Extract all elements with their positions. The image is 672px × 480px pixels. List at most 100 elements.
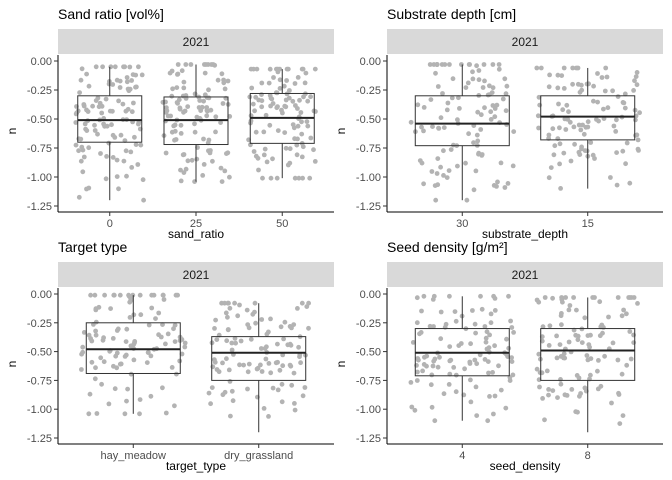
data-point <box>627 180 633 186</box>
y-tick-label: -0.25 <box>27 85 52 97</box>
data-point <box>434 171 440 176</box>
data-point <box>277 86 283 91</box>
data-point <box>602 88 608 94</box>
data-point <box>448 147 454 153</box>
data-point <box>303 70 309 76</box>
data-point <box>551 152 557 158</box>
data-point <box>277 367 283 373</box>
data-point <box>245 369 251 375</box>
data-point <box>121 158 127 164</box>
panel-title: Sand ratio [vol%] <box>58 6 164 22</box>
data-point <box>208 148 213 153</box>
data-point <box>559 73 565 78</box>
data-point <box>498 387 504 393</box>
data-point <box>258 346 264 351</box>
data-point <box>250 101 256 107</box>
data-point <box>185 104 191 109</box>
x-tick-label: dry_grassland <box>224 450 293 462</box>
data-point <box>459 62 464 67</box>
data-point <box>263 112 269 118</box>
data-point <box>624 362 630 368</box>
data-point <box>558 186 563 191</box>
data-point <box>447 293 452 299</box>
data-point <box>99 381 104 387</box>
data-point <box>536 125 541 131</box>
data-point <box>81 154 87 160</box>
data-point <box>302 385 308 390</box>
data-point <box>485 92 491 98</box>
data-point <box>598 383 604 389</box>
data-point <box>312 66 318 72</box>
data-point <box>160 292 166 298</box>
data-point <box>492 114 498 120</box>
data-point <box>441 148 446 154</box>
data-point <box>179 351 185 357</box>
data-point <box>490 62 496 67</box>
data-point <box>410 340 416 345</box>
data-point <box>597 333 603 339</box>
data-point <box>453 389 459 395</box>
data-point <box>99 103 105 109</box>
data-point <box>470 308 475 313</box>
data-point <box>481 62 487 67</box>
data-point <box>619 313 625 319</box>
data-point <box>558 377 563 382</box>
data-point <box>615 295 621 300</box>
data-point <box>213 129 218 135</box>
data-point <box>165 113 171 119</box>
data-point <box>444 107 450 113</box>
data-point <box>158 334 164 340</box>
data-point <box>256 167 261 173</box>
data-point <box>284 66 290 72</box>
data-point <box>80 349 86 355</box>
data-point <box>435 84 441 89</box>
data-point <box>110 82 116 87</box>
data-point <box>79 66 85 72</box>
data-point <box>555 72 561 78</box>
data-point <box>284 78 289 83</box>
data-point <box>123 108 129 114</box>
x-tick-label: 30 <box>456 218 468 230</box>
data-point <box>409 404 415 410</box>
data-point <box>192 129 198 135</box>
data-point <box>468 399 474 405</box>
data-point <box>178 167 183 173</box>
data-point <box>252 309 257 315</box>
data-point <box>237 302 242 308</box>
data-point <box>495 179 500 185</box>
data-point <box>101 359 107 365</box>
data-point <box>295 306 300 311</box>
data-point <box>225 78 231 84</box>
data-point <box>482 78 487 84</box>
data-point <box>415 356 421 361</box>
data-point <box>444 175 450 181</box>
box <box>414 95 510 147</box>
data-point <box>296 344 301 350</box>
data-point <box>86 185 92 191</box>
data-point <box>205 108 210 114</box>
data-point <box>486 370 491 376</box>
data-point <box>110 155 116 160</box>
facet-strip <box>387 262 663 287</box>
data-point <box>633 74 639 79</box>
data-point <box>194 156 200 162</box>
data-point <box>307 175 313 181</box>
data-point <box>596 358 601 363</box>
data-point <box>455 117 460 123</box>
data-point <box>492 308 498 313</box>
data-point <box>635 137 641 143</box>
data-point <box>218 165 224 171</box>
x-tick-label: 4 <box>459 450 465 462</box>
data-point <box>214 337 220 342</box>
data-point <box>175 292 181 298</box>
data-point <box>264 331 270 337</box>
y-tick-label: -0.25 <box>356 318 381 330</box>
data-point <box>199 104 205 110</box>
data-point <box>431 324 436 329</box>
data-point <box>206 87 211 93</box>
data-point <box>503 108 509 114</box>
data-point <box>588 140 594 145</box>
data-point <box>421 181 426 187</box>
data-point <box>151 292 157 298</box>
data-point <box>419 308 424 314</box>
